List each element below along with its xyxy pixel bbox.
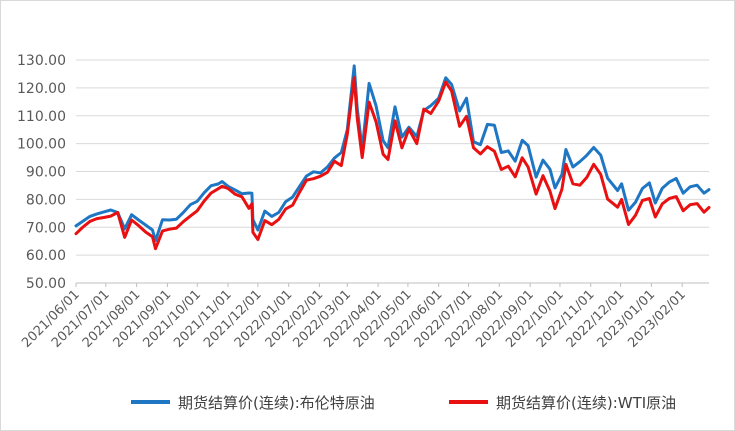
series-line-wti: [74, 76, 711, 251]
legend: 期货结算价(连续):布伦特原油 期货结算价(连续):WTI原油: [131, 394, 676, 412]
y-tick-label: 80.00: [26, 192, 66, 208]
y-tick-label: 100.00: [17, 137, 66, 153]
series-line-brent: [74, 64, 711, 243]
y-tick-label: 110.00: [17, 109, 66, 125]
y-tick-label: 130.00: [17, 53, 66, 69]
y-tick-label: 50.00: [26, 276, 66, 292]
x-axis: [75, 282, 709, 287]
series-lines: [74, 64, 711, 251]
x-axis-tick-labels: 2021/06/012021/07/012021/08/012021/09/01…: [19, 287, 689, 351]
y-tick-label: 60.00: [26, 248, 66, 264]
y-tick-label: 90.00: [26, 165, 66, 181]
grid-lines: [76, 59, 709, 284]
y-axis-tick-labels: 130.00 120.00 110.00 100.00 90.00 80.00 70.00 6…: [17, 53, 66, 292]
y-tick-label: 120.00: [17, 81, 66, 97]
legend-label-brent: 期货结算价(连续):布伦特原油: [178, 394, 375, 412]
y-tick-label: 70.00: [26, 220, 66, 236]
legend-label-wti: 期货结算价(连续):WTI原油: [496, 394, 676, 412]
